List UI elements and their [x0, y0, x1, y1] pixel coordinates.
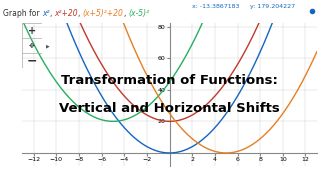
Text: ,: , — [124, 9, 128, 18]
Text: ✥: ✥ — [29, 43, 35, 49]
Text: ▶: ▶ — [45, 43, 49, 48]
Text: x: -13.3867183: x: -13.3867183 — [192, 4, 239, 9]
Text: Graph for: Graph for — [3, 9, 42, 18]
Text: −: − — [27, 54, 37, 67]
Text: (x-5)²: (x-5)² — [128, 9, 149, 18]
Text: +: + — [28, 26, 36, 36]
Text: x²: x² — [42, 9, 50, 18]
Text: ,: , — [78, 9, 83, 18]
Text: ,: , — [50, 9, 54, 18]
Text: Vertical and Horizontal Shifts: Vertical and Horizontal Shifts — [59, 102, 280, 115]
Text: (x+5)²+20: (x+5)²+20 — [83, 9, 124, 18]
Text: y: 179.204227: y: 179.204227 — [250, 4, 295, 9]
Text: x²+20: x²+20 — [54, 9, 78, 18]
Text: Transformation of Functions:: Transformation of Functions: — [61, 74, 278, 87]
